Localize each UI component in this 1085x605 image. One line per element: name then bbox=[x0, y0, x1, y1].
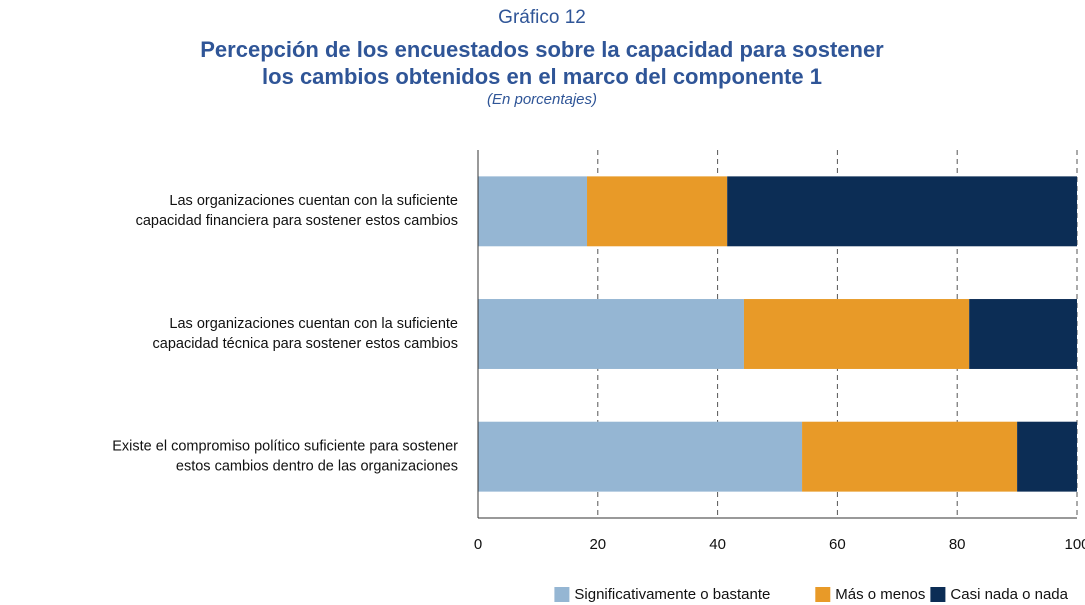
y-tick-label: Existe el compromiso político suficiente… bbox=[112, 438, 458, 454]
y-tick-label: estos cambios dentro de las organizacion… bbox=[176, 458, 458, 474]
bar-segment bbox=[478, 299, 744, 369]
chart-title: Percepción de los encuestados sobre la c… bbox=[200, 37, 884, 62]
legend-label: Casi nada o nada bbox=[950, 586, 1068, 603]
x-tick-label: 100 bbox=[1064, 536, 1085, 553]
legend-swatch bbox=[554, 587, 570, 602]
chart-subtitle: (En porcentajes) bbox=[487, 91, 597, 108]
x-tick-label: 60 bbox=[829, 536, 846, 553]
bar-segment bbox=[743, 299, 970, 369]
legend-label: Más o menos bbox=[835, 586, 925, 603]
legend-swatch bbox=[815, 587, 831, 602]
bar-segment bbox=[802, 421, 1018, 492]
chart-label: Gráfico 12 bbox=[498, 7, 586, 28]
y-tick-label: capacidad financiera para sostener estos… bbox=[136, 213, 458, 229]
x-tick-label: 20 bbox=[589, 536, 606, 553]
bar-segment bbox=[727, 176, 1077, 247]
bar-segment bbox=[478, 421, 803, 492]
bar-segment bbox=[1017, 421, 1077, 492]
bar-segment bbox=[587, 176, 728, 247]
y-tick-label: Las organizaciones cuentan con la sufici… bbox=[169, 193, 458, 209]
x-tick-label: 40 bbox=[709, 536, 726, 553]
y-tick-label: Las organizaciones cuentan con la sufici… bbox=[169, 316, 458, 332]
chart-title: los cambios obtenidos en el marco del co… bbox=[262, 64, 822, 89]
legend-swatch bbox=[930, 587, 946, 602]
bar-segment bbox=[969, 299, 1077, 369]
x-tick-label: 0 bbox=[474, 536, 482, 553]
bar-segment bbox=[478, 176, 588, 247]
x-tick-label: 80 bbox=[949, 536, 966, 553]
y-tick-label: capacidad técnica para sostener estos ca… bbox=[153, 336, 458, 352]
legend-label: Significativamente o bastante bbox=[574, 586, 770, 603]
